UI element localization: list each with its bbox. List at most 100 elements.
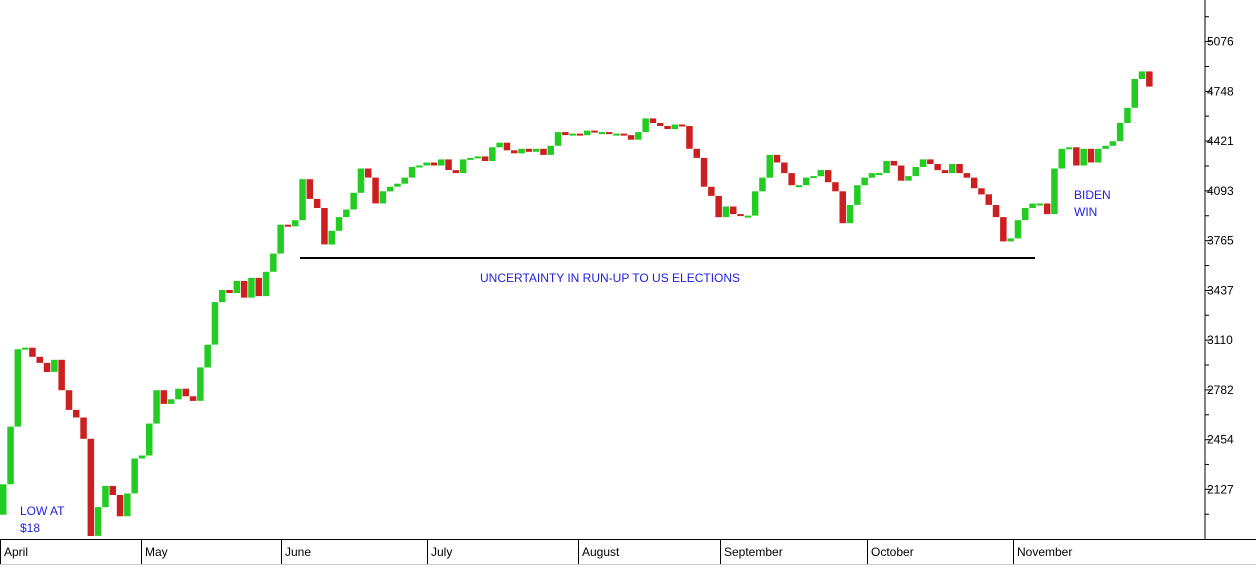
candle [671, 124, 679, 130]
candle [613, 133, 620, 136]
y-tick-label: 4093 [1207, 184, 1234, 198]
candle [978, 188, 985, 195]
candle [912, 167, 919, 177]
y-tick-label: 3437 [1207, 283, 1234, 297]
candle [36, 356, 43, 363]
candle [160, 390, 168, 404]
x-tick-label: May [145, 545, 168, 559]
candle [1073, 147, 1080, 166]
candle [240, 280, 248, 298]
candle [175, 388, 182, 400]
candle [511, 150, 518, 154]
candle [525, 148, 533, 152]
candle [408, 167, 416, 178]
candle [890, 160, 898, 166]
candle [759, 177, 766, 192]
candle [211, 302, 219, 345]
candle [423, 162, 430, 166]
candle [248, 277, 255, 298]
candle [1029, 203, 1036, 209]
candle [153, 390, 160, 424]
candle [138, 455, 146, 459]
candle [803, 177, 810, 186]
candle [934, 164, 941, 171]
x-tick-label: October [871, 545, 914, 559]
candle [1043, 203, 1051, 215]
candle [584, 130, 591, 136]
candle [233, 280, 241, 293]
candle [569, 133, 576, 136]
candle [1007, 238, 1014, 242]
candle [372, 177, 379, 204]
candle [905, 176, 912, 181]
candle [365, 168, 372, 178]
x-tick-label: April [4, 545, 28, 559]
candle [642, 118, 649, 133]
candle [328, 230, 335, 245]
candle [1116, 123, 1124, 142]
candle [1022, 208, 1029, 221]
candle [386, 186, 394, 192]
annotation-low-line2: $18 [20, 521, 40, 535]
candle [1124, 107, 1131, 123]
candle [846, 205, 854, 224]
annotation-biden-line1: BIDEN [1074, 188, 1111, 202]
candle [635, 132, 642, 140]
candle [496, 142, 503, 148]
candle [379, 191, 387, 204]
candle [788, 173, 795, 186]
y-tick-label: 2454 [1207, 433, 1234, 447]
candle [313, 198, 321, 208]
candle [343, 209, 350, 218]
y-tick-label: 4421 [1207, 134, 1234, 148]
candle [883, 160, 890, 173]
candle [452, 170, 460, 174]
candle [708, 186, 715, 196]
candle [1000, 217, 1007, 242]
candle [43, 362, 51, 372]
candle [1014, 220, 1022, 239]
candle [116, 495, 124, 517]
candle [861, 177, 868, 186]
candle [262, 271, 270, 297]
candle [970, 177, 978, 189]
annotation-uncertainty: UNCERTAINTY IN RUN-UP TO US ELECTIONS [480, 271, 740, 285]
candle [547, 145, 554, 155]
candle [255, 277, 262, 297]
candle [197, 367, 204, 401]
candle [678, 124, 686, 127]
candle [51, 359, 58, 372]
candle [540, 148, 547, 155]
candle [189, 396, 197, 401]
candle [839, 191, 846, 224]
candle [824, 170, 832, 183]
candle [897, 165, 905, 181]
candle [481, 156, 489, 161]
y-tick-label: 2127 [1207, 482, 1234, 496]
y-tick-label: 4748 [1207, 84, 1234, 98]
candle [131, 458, 138, 494]
x-tick-label: August [582, 545, 620, 559]
candle [87, 438, 95, 536]
candle [963, 173, 971, 178]
candle [985, 194, 992, 205]
candle [394, 183, 401, 187]
candle [773, 154, 781, 163]
candle [1058, 148, 1065, 169]
candle [401, 177, 408, 184]
y-tick-label: 3110 [1207, 333, 1233, 347]
candle [321, 208, 328, 245]
candle [474, 156, 481, 159]
candle [956, 164, 963, 174]
x-tick-label: November [1017, 545, 1072, 559]
candle [277, 224, 284, 254]
x-axis: April May June July August September October No… [0, 539, 1256, 565]
candle [715, 195, 722, 218]
candle [94, 507, 102, 536]
candle [1109, 141, 1117, 146]
candle [693, 148, 700, 158]
candle [810, 176, 817, 179]
candle [109, 485, 116, 495]
y-axis: 2127 2454 2782 3110 3437 3765 4093 4421 4748 5076 [1204, 0, 1234, 539]
